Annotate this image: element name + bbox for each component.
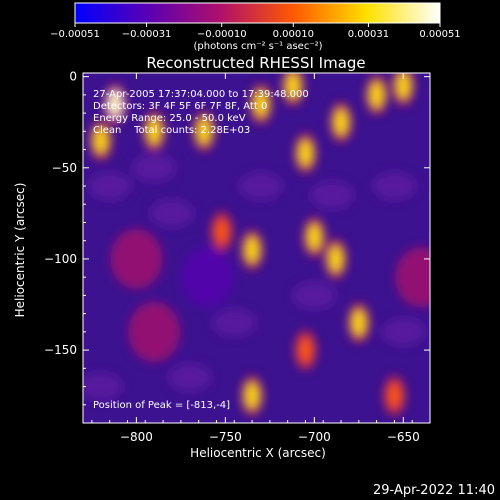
annotation-total-counts: Clean Total counts: 2.28E+03 <box>93 125 250 136</box>
heatmap-image <box>83 73 430 423</box>
hot-region-core <box>214 218 229 245</box>
x-axis-ticks: −800 −750 −700 −650 <box>91 73 420 444</box>
hot-region-core <box>245 236 260 263</box>
hot-region-core <box>351 309 366 336</box>
heatmap-region <box>87 172 132 201</box>
y-tick-label: −50 <box>52 161 77 175</box>
cold-region <box>181 247 234 308</box>
heatmap-region <box>292 281 337 310</box>
hot-region-core <box>245 382 260 409</box>
heatmap-region <box>149 199 194 228</box>
peak-position-label: Position of Peak = [-813,-4] <box>93 400 230 411</box>
heatmap-region <box>167 363 212 392</box>
hot-region-core <box>147 118 162 145</box>
colorbar-unit-label: (photons cm⁻² s⁻¹ asec⁻²) <box>193 41 322 52</box>
annotation-detectors: Detectors: 3F 4F 5F 6F 7F 8F, Att 0 <box>93 101 267 112</box>
y-axis-ticks: 0 −50 −100 −150 <box>44 70 430 406</box>
x-tick-label: −700 <box>298 430 331 444</box>
hot-region-core <box>307 224 322 251</box>
y-tick-label: 0 <box>69 70 77 84</box>
colorbar-tick-label: −0.00051 <box>50 29 100 40</box>
heatmap-region <box>83 372 123 401</box>
heatmap-region <box>381 317 426 346</box>
hot-region-core <box>334 109 349 136</box>
hot-region-core <box>197 118 212 145</box>
hot-region-core <box>298 337 313 364</box>
heatmap-region <box>372 172 417 201</box>
hot-region-core <box>396 73 411 99</box>
heatmap-region <box>238 172 283 201</box>
cold-region <box>395 247 430 308</box>
annotation-energy-range: Energy Range: 25.0 - 50.0 keV <box>93 113 246 124</box>
colorbar <box>74 2 441 24</box>
hot-region-core <box>369 81 384 108</box>
y-tick-label: −150 <box>44 343 77 357</box>
y-axis-label: Heliocentric Y (arcsec) <box>13 183 27 318</box>
colorbar-ticks: −0.00051 −0.00031 −0.00010 0.00010 0.00031 0.… <box>50 23 461 40</box>
hot-region-core <box>93 127 108 154</box>
hot-region-core <box>253 90 268 117</box>
heatmap-region <box>132 153 177 182</box>
colorbar-tick-label: −0.00010 <box>197 29 247 40</box>
x-axis-label: Heliocentric X (arcsec) <box>190 446 326 460</box>
colorbar-tick-label: 0.00010 <box>273 29 314 40</box>
chart-title: Reconstructed RHESSI Image <box>146 54 365 72</box>
cold-region <box>128 301 181 362</box>
colorbar-tick-label: 0.00031 <box>348 29 389 40</box>
heatmap-region <box>212 308 257 337</box>
colorbar-tick-label: −0.00031 <box>122 29 172 40</box>
x-tick-label: −750 <box>209 430 242 444</box>
hot-region-core <box>285 73 300 99</box>
peak-core <box>110 94 121 113</box>
footer-timestamp: 29-Apr-2022 11:40 <box>373 483 495 498</box>
x-tick-label: −650 <box>387 430 420 444</box>
y-tick-label: −100 <box>44 252 77 266</box>
hot-region-core <box>387 382 402 409</box>
hot-region-core <box>328 245 343 272</box>
cold-region <box>110 228 163 289</box>
heatmap-region <box>310 181 355 210</box>
annotation-time-range: 27-Apr-2005 17:37:04.000 to 17:39:48.000 <box>93 89 309 100</box>
x-tick-label: −800 <box>120 430 153 444</box>
colorbar-tick-label: 0.00051 <box>419 29 460 40</box>
hot-region-core <box>298 140 313 167</box>
plot-frame <box>82 72 431 424</box>
